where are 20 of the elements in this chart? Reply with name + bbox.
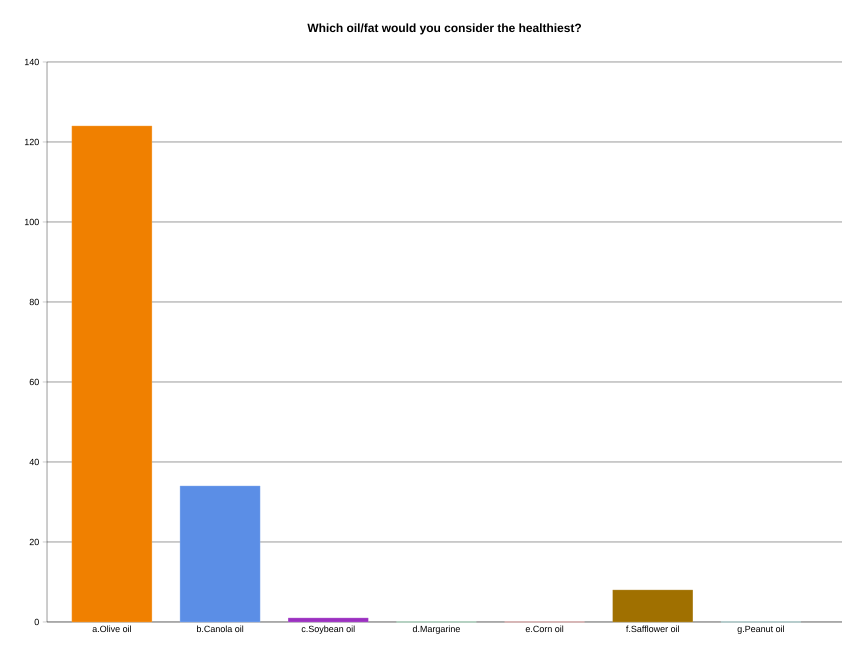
x-tick-label: a.Olive oil [92, 626, 131, 632]
x-tick-label: d.Margarine [412, 626, 460, 634]
y-tick-label: 60 [30, 378, 39, 386]
y-tick-label: 120 [24, 138, 39, 146]
y-tick-label: 80 [30, 298, 39, 306]
y-tick-label: 100 [24, 218, 39, 226]
y-tick-label: 40 [29, 458, 39, 466]
y-tick-label: 0 [34, 618, 39, 626]
x-tick-label: g.Peanut oil [738, 626, 784, 634]
chart-title: Which oil/fat would you consider the healthiest? [307, 23, 581, 34]
x-tick-label: c.Soybean oil [302, 626, 355, 634]
x-tick-label: f.Safflower oil [626, 626, 679, 632]
bar [612, 590, 693, 622]
bar [180, 486, 260, 622]
x-tick-label: e.Corn oil [526, 626, 564, 632]
bar [72, 126, 152, 622]
y-tick-label: 20 [30, 538, 39, 546]
y-tick-label: 140 [24, 58, 39, 66]
bar [288, 618, 368, 622]
x-tick-label: b.Canola oil [196, 626, 244, 632]
